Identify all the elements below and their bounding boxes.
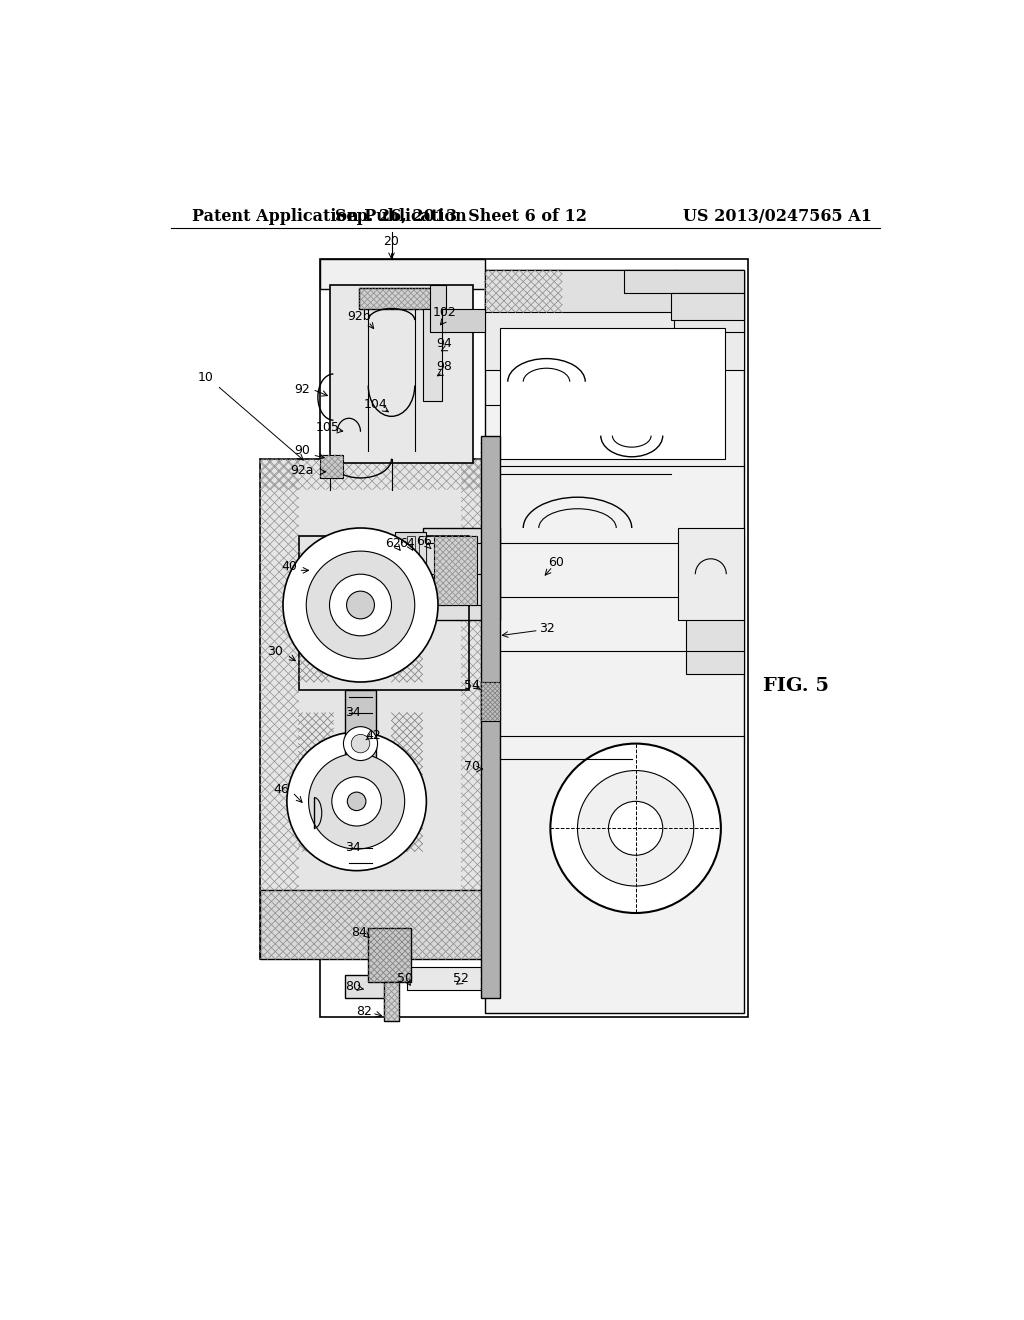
Text: 70: 70 — [464, 760, 480, 774]
Bar — [423, 528, 500, 620]
Bar — [480, 436, 500, 998]
Circle shape — [347, 792, 366, 810]
Text: 34: 34 — [345, 841, 360, 854]
Circle shape — [306, 552, 415, 659]
Circle shape — [550, 743, 721, 913]
Circle shape — [283, 528, 438, 682]
Bar — [419, 536, 426, 590]
Bar — [395, 532, 426, 594]
Bar — [671, 293, 744, 321]
Bar — [678, 528, 744, 620]
Bar — [321, 455, 343, 478]
Text: 94: 94 — [436, 337, 452, 350]
Text: 90: 90 — [295, 445, 310, 458]
Bar — [369, 928, 411, 982]
Text: 92: 92 — [295, 383, 310, 396]
Bar — [260, 459, 484, 960]
Text: 98: 98 — [436, 360, 453, 372]
Text: 30: 30 — [267, 644, 284, 657]
Bar — [330, 285, 473, 462]
Bar — [260, 890, 484, 960]
Text: 92a: 92a — [291, 463, 314, 477]
Circle shape — [608, 801, 663, 855]
Bar — [484, 271, 744, 370]
Circle shape — [332, 776, 381, 826]
Text: 10: 10 — [198, 371, 213, 384]
Text: 40: 40 — [282, 560, 297, 573]
Text: 42: 42 — [365, 730, 381, 742]
Text: 34: 34 — [345, 706, 360, 719]
Bar — [624, 271, 744, 293]
Text: 104: 104 — [365, 399, 388, 412]
Bar — [345, 974, 388, 998]
Circle shape — [330, 574, 391, 636]
Bar — [423, 309, 442, 401]
Bar — [675, 271, 744, 331]
Bar — [480, 682, 500, 721]
Circle shape — [343, 726, 378, 760]
Bar — [345, 690, 376, 781]
Bar — [442, 309, 484, 331]
Circle shape — [308, 754, 404, 849]
Text: 64: 64 — [399, 537, 415, 550]
Bar — [359, 288, 444, 309]
Text: 80: 80 — [345, 979, 360, 993]
Text: 46: 46 — [273, 783, 290, 796]
Bar — [384, 982, 399, 1020]
Text: 82: 82 — [356, 1005, 373, 1018]
Text: 102: 102 — [432, 306, 456, 319]
Text: 92b: 92b — [347, 310, 371, 323]
Text: FIG. 5: FIG. 5 — [763, 677, 829, 694]
Bar — [500, 327, 725, 459]
Text: 62: 62 — [385, 537, 401, 550]
Bar — [484, 271, 678, 313]
Text: 84: 84 — [351, 925, 367, 939]
Bar — [430, 285, 445, 331]
Circle shape — [287, 733, 426, 871]
Text: 20: 20 — [384, 235, 399, 248]
Text: 66: 66 — [416, 536, 432, 548]
Bar — [321, 259, 484, 289]
Bar — [299, 536, 469, 689]
Text: 32: 32 — [539, 622, 554, 635]
Bar — [434, 536, 477, 605]
Bar — [407, 966, 484, 990]
Circle shape — [578, 771, 693, 886]
Bar — [484, 271, 744, 1014]
Circle shape — [351, 734, 370, 752]
Circle shape — [346, 591, 375, 619]
Bar — [686, 536, 744, 675]
Text: Patent Application Publication: Patent Application Publication — [191, 207, 466, 224]
Bar — [407, 536, 415, 590]
Text: Sep. 26, 2013  Sheet 6 of 12: Sep. 26, 2013 Sheet 6 of 12 — [335, 207, 587, 224]
Text: 105: 105 — [316, 421, 340, 434]
Bar — [321, 259, 748, 1016]
Text: US 2013/0247565 A1: US 2013/0247565 A1 — [683, 207, 872, 224]
Text: 52: 52 — [454, 972, 469, 985]
Text: 60: 60 — [548, 556, 564, 569]
Text: 54: 54 — [464, 680, 480, 693]
Text: 50: 50 — [397, 972, 414, 985]
